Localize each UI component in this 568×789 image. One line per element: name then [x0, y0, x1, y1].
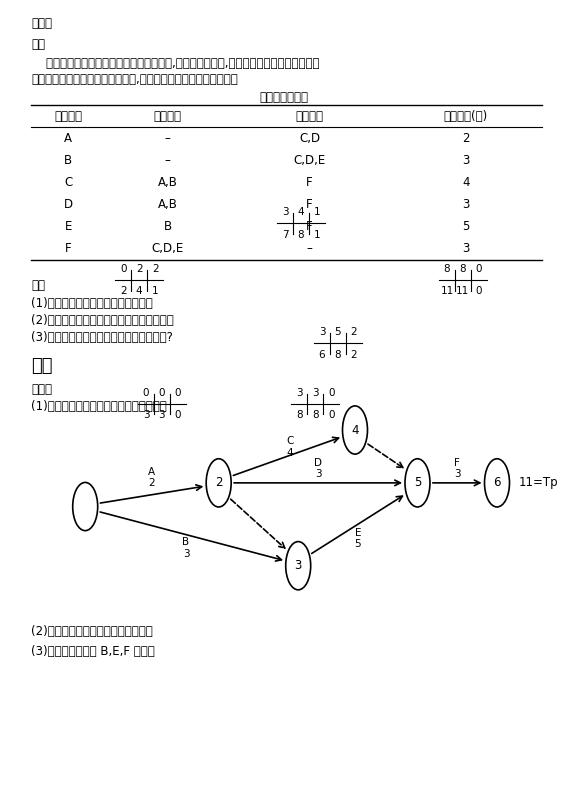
- Text: B: B: [164, 220, 172, 233]
- Ellipse shape: [343, 406, 367, 454]
- Text: (2)计算双代号网络计划的时间参数和工期。: (2)计算双代号网络计划的时间参数和工期。: [31, 314, 174, 327]
- Text: 3: 3: [462, 198, 469, 211]
- Text: 4: 4: [351, 424, 359, 436]
- Text: 1: 1: [314, 207, 320, 217]
- Text: E
5: E 5: [354, 528, 361, 549]
- Text: 11: 11: [456, 286, 470, 297]
- Text: B: B: [64, 154, 72, 166]
- Text: 0: 0: [143, 387, 149, 398]
- Text: 0: 0: [328, 410, 335, 421]
- Text: 0: 0: [174, 410, 181, 421]
- Text: B
3: B 3: [182, 537, 190, 559]
- Ellipse shape: [73, 482, 98, 531]
- Text: F
3: F 3: [454, 458, 461, 480]
- Text: (2)时间参数及工期标注在网络图上。: (2)时间参数及工期标注在网络图上。: [31, 625, 153, 638]
- Text: 3: 3: [295, 559, 302, 572]
- Text: 6: 6: [493, 477, 501, 489]
- Text: C
4: C 4: [286, 436, 293, 458]
- Text: 6: 6: [319, 350, 325, 360]
- Text: 2: 2: [215, 477, 223, 489]
- Text: 4: 4: [136, 286, 143, 297]
- Text: 2: 2: [120, 286, 127, 297]
- Text: 2: 2: [350, 350, 357, 360]
- Text: 0: 0: [120, 264, 127, 274]
- Text: E: E: [65, 220, 72, 233]
- Text: –: –: [165, 154, 170, 166]
- Text: 某房屋公司承接了一办公楼室内装饰工程,经进行项目分解,可分解为地面、墙面、天棚、: 某房屋公司承接了一办公楼室内装饰工程,经进行项目分解,可分解为地面、墙面、天棚、: [31, 57, 320, 69]
- Text: 案例一: 案例一: [31, 17, 52, 30]
- Text: (3)关键线路由工作 B,E,F 组成。: (3)关键线路由工作 B,E,F 组成。: [31, 645, 155, 657]
- Text: 3: 3: [319, 327, 325, 337]
- Text: 3: 3: [312, 387, 319, 398]
- Text: 工作代号: 工作代号: [54, 110, 82, 122]
- Text: 问题: 问题: [31, 279, 45, 292]
- Text: 1: 1: [152, 286, 158, 297]
- Text: 5: 5: [335, 327, 341, 337]
- Text: 7: 7: [282, 230, 289, 240]
- Text: 3: 3: [158, 410, 165, 421]
- Text: 4: 4: [462, 176, 470, 189]
- Text: 3: 3: [296, 387, 303, 398]
- Text: A
2: A 2: [148, 466, 156, 488]
- Text: 8: 8: [298, 230, 304, 240]
- Text: C,D,E: C,D,E: [152, 242, 183, 255]
- Text: C,D,E: C,D,E: [294, 154, 325, 166]
- Text: (3)该网络计划的关键线路由哪些工作组成?: (3)该网络计划的关键线路由哪些工作组成?: [31, 331, 173, 344]
- Ellipse shape: [405, 458, 430, 507]
- Text: F: F: [306, 220, 313, 233]
- Text: 0: 0: [475, 264, 482, 274]
- Text: D: D: [64, 198, 73, 211]
- Text: 1: 1: [314, 230, 320, 240]
- Text: 持续时间(周): 持续时间(周): [444, 110, 488, 122]
- Text: –: –: [165, 132, 170, 144]
- Text: 答案: 答案: [31, 357, 53, 375]
- Text: 0: 0: [174, 387, 181, 398]
- Text: (1)绘制此装饰工程的双代号网络图。: (1)绘制此装饰工程的双代号网络图。: [31, 297, 153, 309]
- Text: 0: 0: [328, 387, 335, 398]
- Text: 0: 0: [158, 387, 165, 398]
- Text: 5: 5: [462, 220, 469, 233]
- Text: (1)该工程的双代号网络计划如下图所示。: (1)该工程的双代号网络计划如下图所示。: [31, 400, 167, 413]
- Text: 各工作逻辑关系: 各工作逻辑关系: [260, 91, 308, 103]
- Text: 2: 2: [152, 264, 158, 274]
- Text: F: F: [306, 198, 313, 211]
- Ellipse shape: [286, 541, 311, 590]
- Text: F: F: [65, 242, 72, 255]
- Text: 0: 0: [475, 286, 482, 297]
- Text: 2: 2: [350, 327, 357, 337]
- Text: A,B: A,B: [158, 176, 177, 189]
- Text: C: C: [64, 176, 72, 189]
- Text: A: A: [64, 132, 72, 144]
- Text: 3: 3: [143, 410, 149, 421]
- Text: –: –: [307, 242, 312, 255]
- Text: 门窗、楼梯、隔断等装饰分项工程,其逻辑关系和持续时间如下表。: 门窗、楼梯、隔断等装饰分项工程,其逻辑关系和持续时间如下表。: [31, 73, 238, 86]
- Text: 2: 2: [462, 132, 470, 144]
- Text: 紧后工作: 紧后工作: [295, 110, 324, 122]
- Text: 4: 4: [298, 207, 304, 217]
- Text: 11=Tp: 11=Tp: [519, 477, 558, 489]
- Text: 8: 8: [444, 264, 450, 274]
- Text: 紧前工作: 紧前工作: [153, 110, 182, 122]
- Text: 8: 8: [460, 264, 466, 274]
- Text: 案例一: 案例一: [31, 383, 52, 395]
- Text: A,B: A,B: [158, 198, 177, 211]
- Text: 3: 3: [462, 154, 469, 166]
- Text: F: F: [306, 176, 313, 189]
- Text: C,D: C,D: [299, 132, 320, 144]
- Text: 3: 3: [282, 207, 289, 217]
- Text: D
3: D 3: [314, 458, 322, 480]
- Text: 3: 3: [462, 242, 469, 255]
- Text: 5: 5: [414, 477, 421, 489]
- Text: 8: 8: [312, 410, 319, 421]
- Text: 背景: 背景: [31, 38, 45, 50]
- Text: 11: 11: [440, 286, 454, 297]
- Text: 8: 8: [335, 350, 341, 360]
- Ellipse shape: [206, 458, 231, 507]
- Text: 2: 2: [136, 264, 143, 274]
- Text: 8: 8: [296, 410, 303, 421]
- Ellipse shape: [485, 458, 509, 507]
